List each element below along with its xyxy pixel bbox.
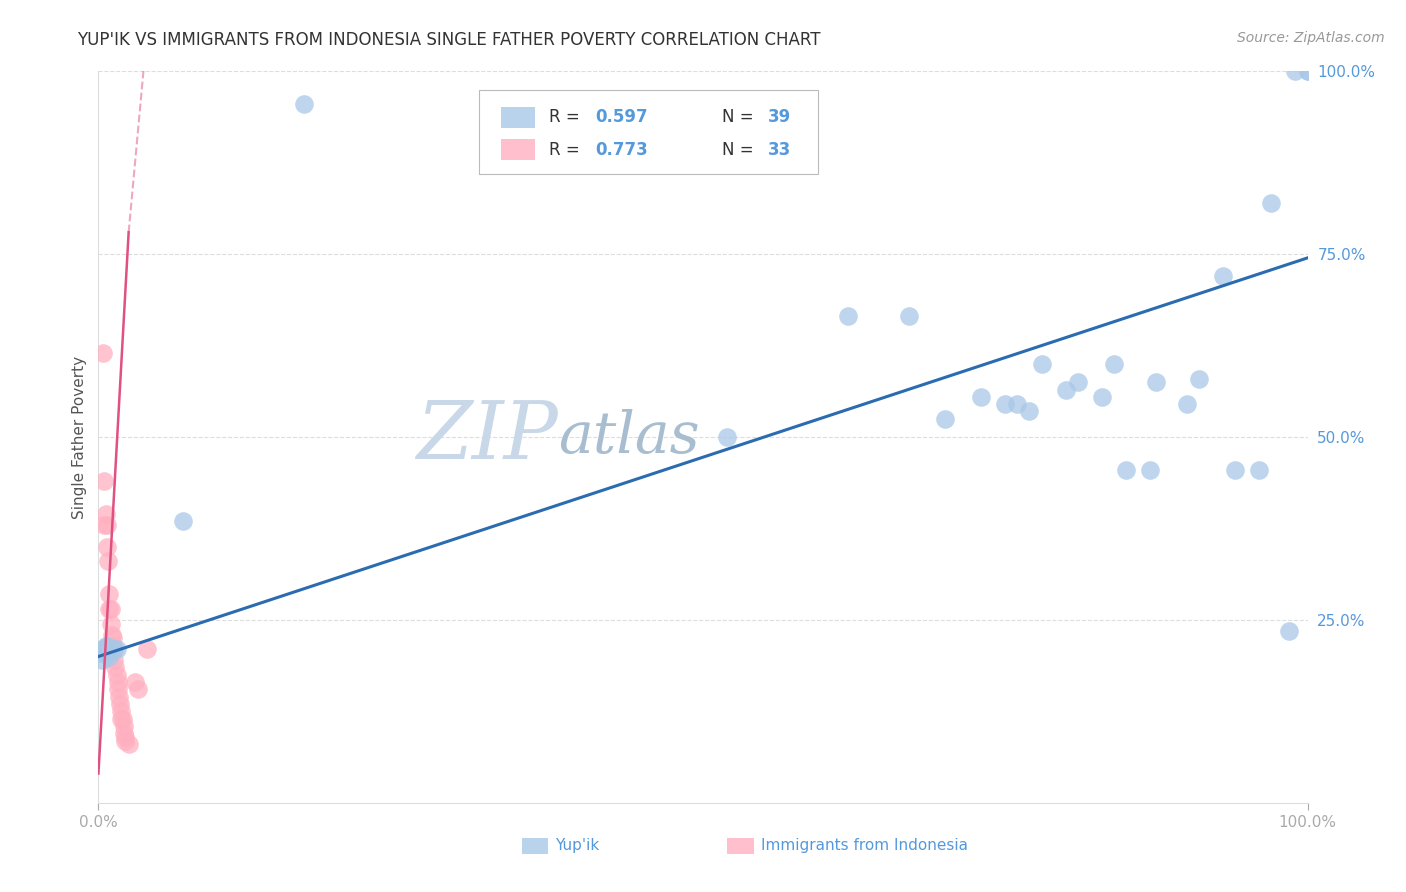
Text: 33: 33 (768, 141, 792, 159)
Point (100, 627, 122, 641)
Point (91, 653, 114, 667)
Point (103, 642, 125, 657)
Point (90, 646, 112, 660)
Point (1188, 371, 1211, 385)
Point (93, 474, 115, 488)
Text: Immigrants from Indonesia: Immigrants from Indonesia (761, 838, 969, 854)
Point (96, 639, 118, 653)
Point (1278, 624, 1301, 638)
Point (1031, 357, 1053, 371)
Point (1223, 463, 1246, 477)
Point (994, 397, 1017, 411)
Text: 39: 39 (768, 109, 792, 127)
Point (118, 737, 141, 751)
Point (1284, 64, 1306, 78)
Point (127, 682, 149, 697)
Point (716, 430, 738, 444)
Bar (501, 139, 534, 160)
Text: ZIP: ZIP (416, 399, 558, 475)
Bar (501, 107, 534, 128)
FancyBboxPatch shape (479, 90, 818, 174)
Point (114, 733, 136, 747)
Point (94, 507, 117, 521)
Bar (727, 838, 754, 854)
Point (934, 412, 956, 426)
Point (108, 697, 131, 711)
Point (110, 712, 132, 726)
Point (292, 97, 315, 112)
Text: YUP'IK VS IMMIGRANTS FROM INDONESIA SINGLE FATHER POVERTY CORRELATION CHART: YUP'IK VS IMMIGRANTS FROM INDONESIA SING… (77, 31, 821, 49)
Point (172, 514, 194, 528)
Point (97, 554, 120, 568)
Point (108, 690, 131, 704)
Point (124, 675, 146, 690)
Point (1007, 397, 1029, 411)
Y-axis label: Single Father Poverty: Single Father Poverty (72, 356, 87, 518)
Point (104, 660, 127, 674)
Point (1296, 64, 1319, 78)
Point (91, 642, 114, 657)
Point (970, 390, 993, 404)
Point (1102, 357, 1125, 371)
Point (1139, 463, 1161, 477)
Point (107, 675, 129, 690)
Point (103, 642, 125, 657)
Point (1091, 390, 1114, 404)
Point (1249, 463, 1271, 477)
Point (112, 726, 135, 740)
Point (110, 705, 132, 719)
Text: Yup'ik: Yup'ik (555, 838, 600, 854)
Point (96, 517, 118, 532)
Point (93, 517, 115, 532)
Point (97, 646, 120, 660)
Point (101, 632, 124, 646)
Text: R =: R = (550, 109, 585, 127)
Point (100, 642, 122, 657)
Point (94, 639, 117, 653)
Text: atlas: atlas (558, 409, 700, 466)
Point (1175, 397, 1198, 411)
Text: N =: N = (723, 141, 759, 159)
Point (105, 642, 128, 657)
Point (1115, 463, 1137, 477)
Point (897, 310, 920, 324)
Text: 0.773: 0.773 (595, 141, 648, 159)
Point (1146, 376, 1168, 390)
Point (1260, 196, 1282, 211)
Point (91, 346, 114, 360)
Point (111, 712, 134, 726)
Point (114, 730, 136, 744)
Point (96, 540, 118, 554)
Point (100, 616, 122, 631)
Point (98, 649, 121, 664)
Point (837, 310, 859, 324)
Text: Source: ZipAtlas.com: Source: ZipAtlas.com (1237, 31, 1385, 45)
Text: N =: N = (723, 109, 759, 127)
Point (105, 667, 128, 681)
Point (107, 682, 129, 697)
Text: R =: R = (550, 141, 585, 159)
Point (93, 642, 115, 657)
Bar (522, 838, 548, 854)
Point (101, 639, 124, 653)
Point (100, 602, 122, 616)
Point (98, 587, 121, 601)
Point (135, 642, 157, 657)
Point (112, 719, 135, 733)
Point (103, 653, 125, 667)
Point (1054, 383, 1077, 397)
Point (1067, 376, 1090, 390)
Text: 0.597: 0.597 (595, 109, 648, 127)
Point (1296, 64, 1319, 78)
Point (98, 602, 121, 616)
Point (1212, 269, 1234, 284)
Point (1018, 404, 1040, 418)
